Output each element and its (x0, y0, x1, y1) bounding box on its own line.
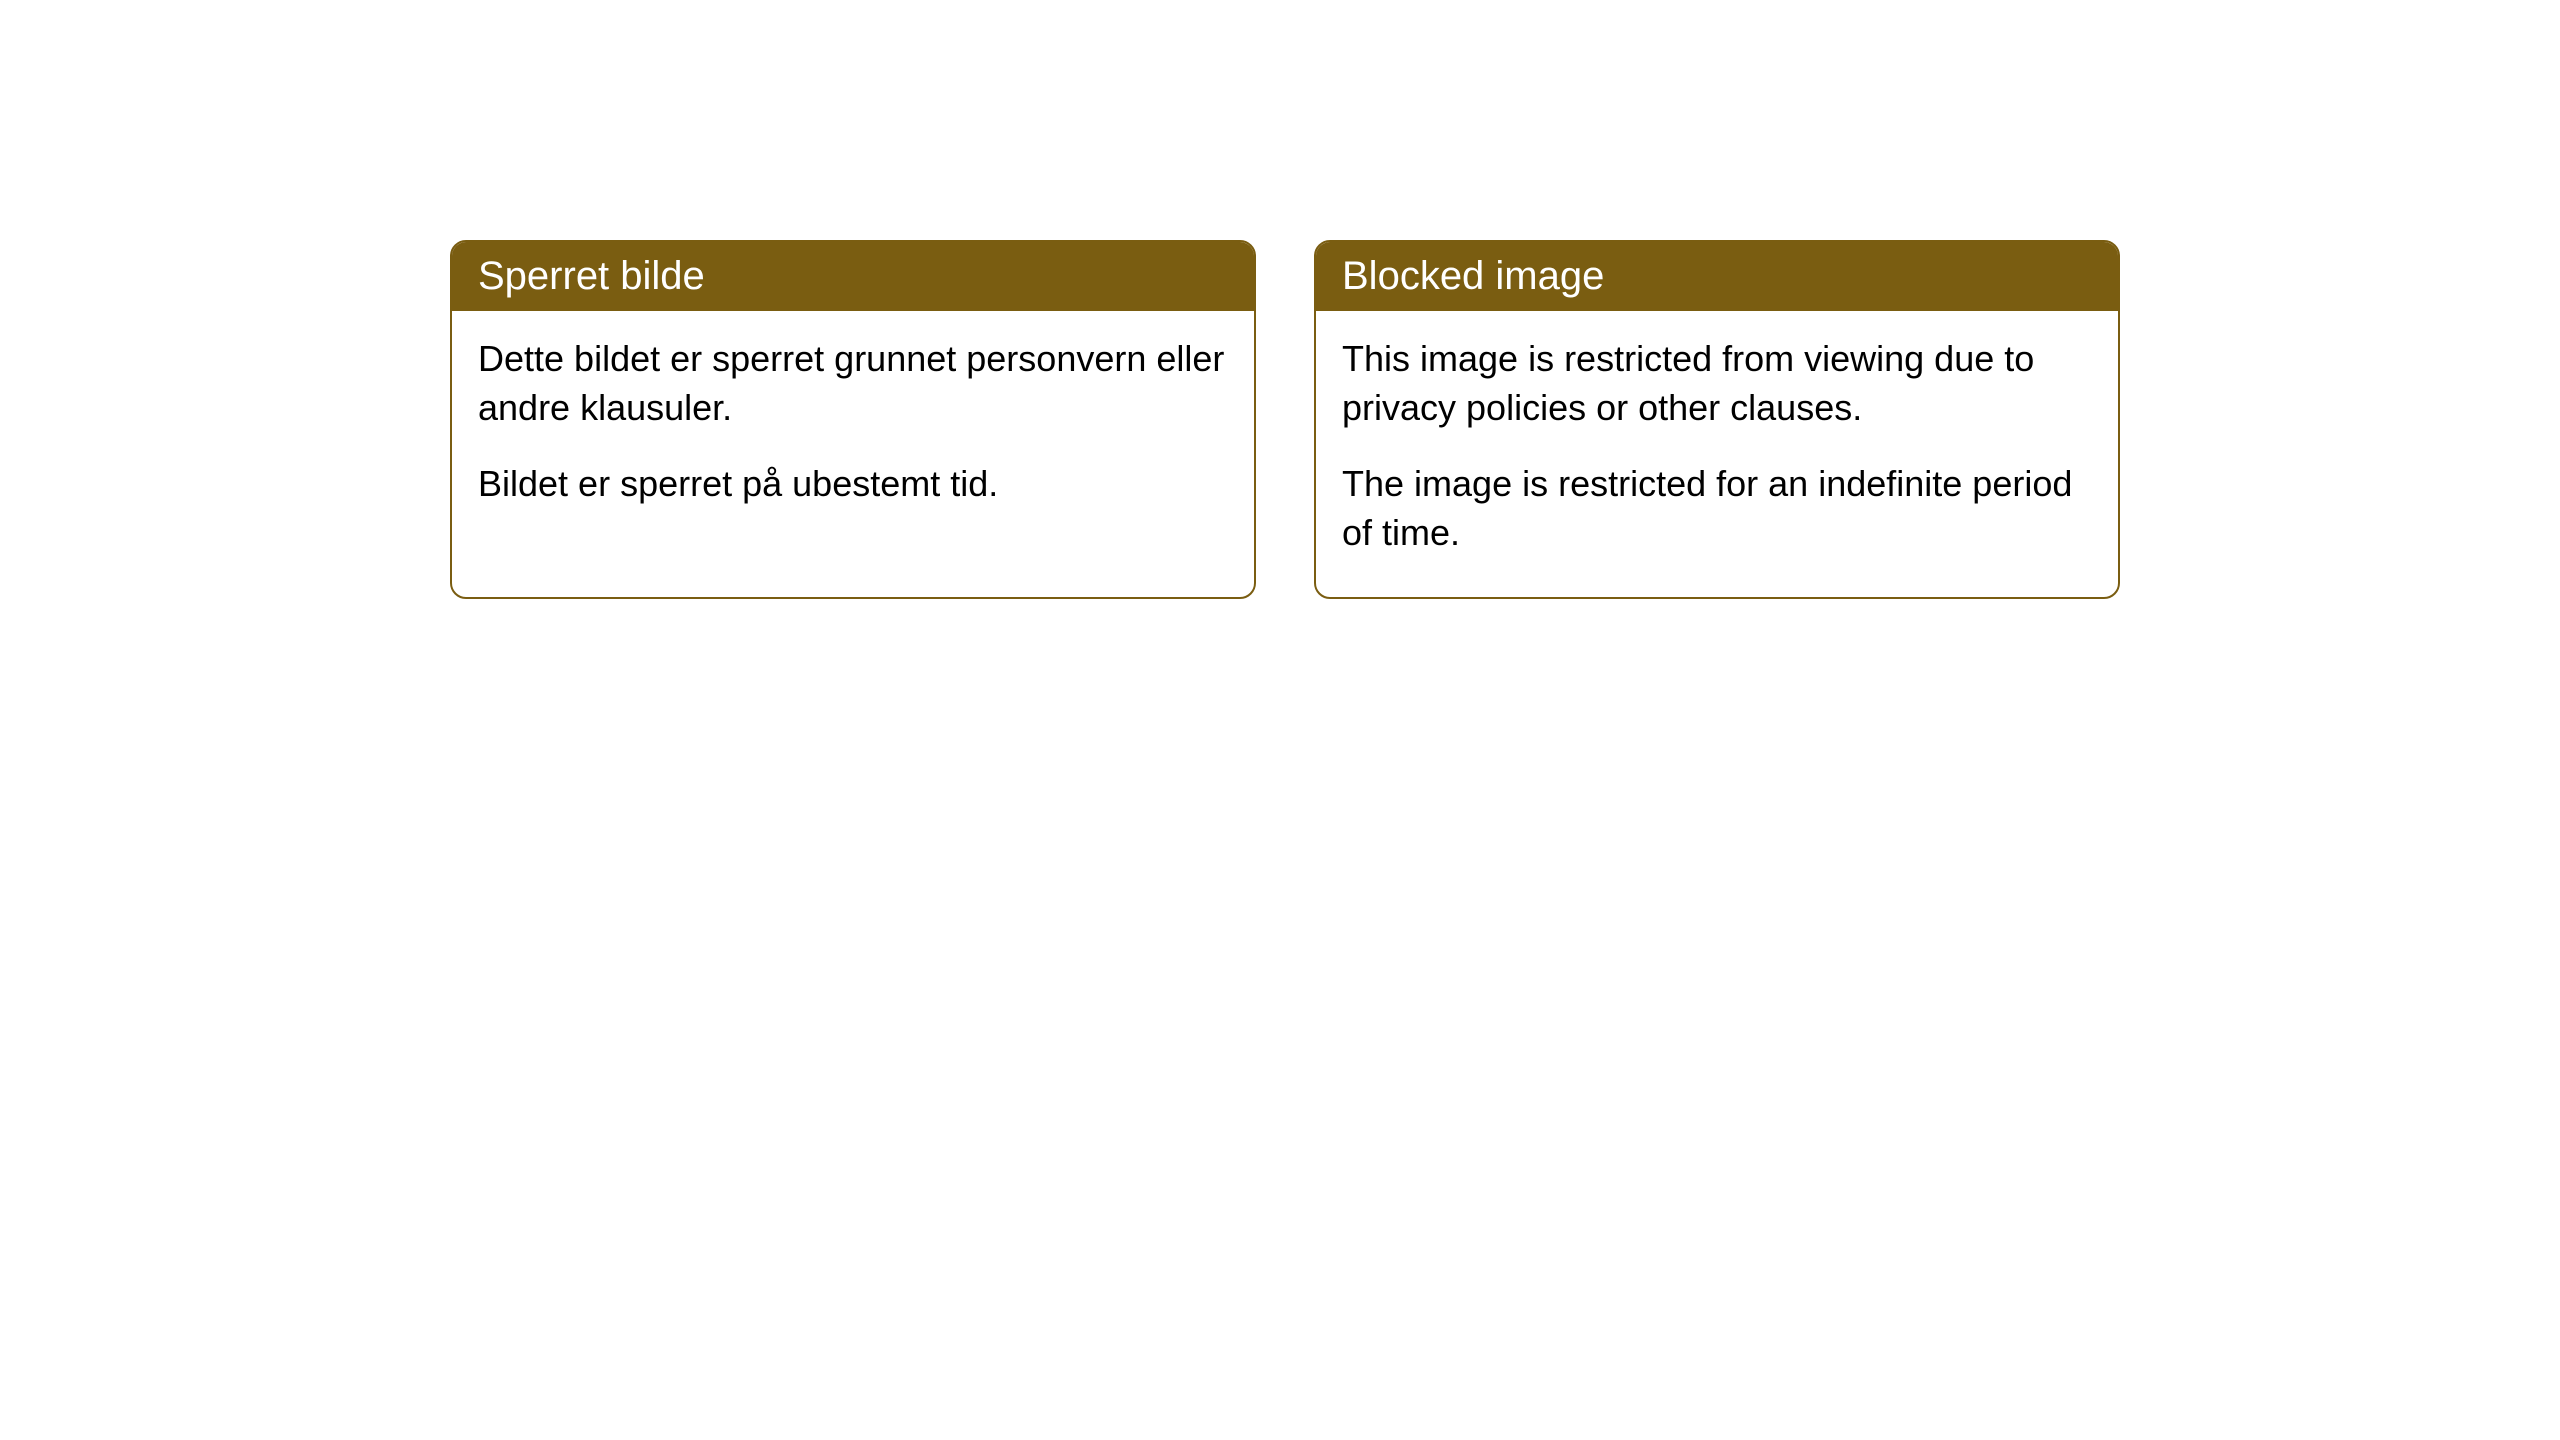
card-paragraph-2: Bildet er sperret på ubestemt tid. (478, 460, 1228, 509)
card-header: Blocked image (1316, 242, 2118, 311)
blocked-image-card-english: Blocked image This image is restricted f… (1314, 240, 2120, 599)
card-paragraph-1: This image is restricted from viewing du… (1342, 335, 2092, 432)
card-header: Sperret bilde (452, 242, 1254, 311)
blocked-image-card-norwegian: Sperret bilde Dette bildet er sperret gr… (450, 240, 1256, 599)
card-title: Sperret bilde (478, 254, 705, 298)
card-body: Dette bildet er sperret grunnet personve… (452, 311, 1254, 549)
card-paragraph-2: The image is restricted for an indefinit… (1342, 460, 2092, 557)
cards-container: Sperret bilde Dette bildet er sperret gr… (450, 240, 2120, 599)
card-body: This image is restricted from viewing du… (1316, 311, 2118, 597)
card-title: Blocked image (1342, 254, 1604, 298)
card-paragraph-1: Dette bildet er sperret grunnet personve… (478, 335, 1228, 432)
